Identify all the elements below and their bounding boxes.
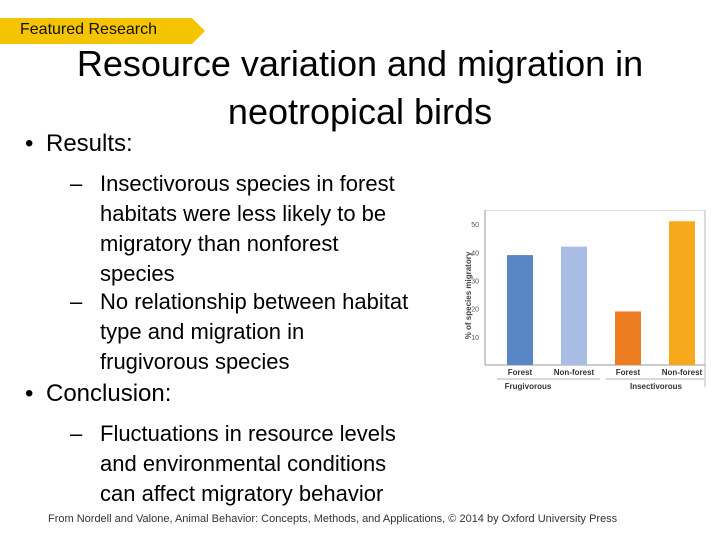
x-tick-label: Non-forest xyxy=(662,368,703,377)
x-tick-label: Forest xyxy=(508,368,533,377)
bar-4 xyxy=(669,221,695,365)
bar-1 xyxy=(507,255,533,365)
bar-3 xyxy=(615,311,641,365)
results-point-2: – No relationship between habitat type a… xyxy=(70,287,409,377)
y-axis-label: % of species migratory xyxy=(464,251,473,339)
y-tick-label: 50 xyxy=(471,222,479,229)
text-line: Fluctuations in resource levels xyxy=(100,421,396,446)
text-line: frugivorous species xyxy=(100,349,290,374)
group-label-frugivorous: Frugivorous xyxy=(505,382,552,391)
y-tick-label: 10 xyxy=(471,335,479,342)
title-line-1: Resource variation and migration in xyxy=(76,43,644,84)
group-label-insectivorous: Insectivorous xyxy=(630,382,683,391)
bullet-icon: • xyxy=(25,130,34,157)
text-line: type and migration in xyxy=(100,319,305,344)
text-line: habitats were less likely to be xyxy=(100,201,387,226)
y-tick-label: 40 xyxy=(471,250,479,257)
x-tick-label: Non-forest xyxy=(554,368,595,377)
source-citation: From Nordell and Valone, Animal Behavior… xyxy=(48,513,618,525)
title-line-2: neotropical birds xyxy=(227,91,493,132)
results-point-1: – Insectivorous species in forest habita… xyxy=(70,169,395,289)
migration-bar-chart: 10 20 30 40 50 % of species migratory Forest No… xyxy=(464,210,706,391)
banner-label: Featured Research xyxy=(20,21,157,38)
x-tick-label: Forest xyxy=(616,368,641,377)
dash-icon: – xyxy=(70,421,83,446)
bar-2 xyxy=(561,246,587,365)
text-line: and environmental conditions xyxy=(100,451,387,476)
dash-icon: – xyxy=(70,289,83,314)
slide-title: Resource variation and migration in neot… xyxy=(20,40,700,136)
text-line: No relationship between habitat xyxy=(100,289,409,314)
conclusion-heading: • Conclusion: xyxy=(25,380,172,408)
text-line: migratory than nonforest xyxy=(100,231,339,256)
conclusion-heading-text: Conclusion: xyxy=(46,380,172,407)
results-heading-text: Results: xyxy=(46,130,133,157)
conclusion-point-1: – Fluctuations in resource levels and en… xyxy=(70,419,396,509)
text-line: can affect migratory behavior xyxy=(100,481,384,506)
y-tick-label: 20 xyxy=(471,307,479,314)
results-heading: • Results: xyxy=(25,130,133,158)
text-line: Insectivorous species in forest xyxy=(100,171,395,196)
y-tick-label: 30 xyxy=(471,278,479,285)
text-line: species xyxy=(100,261,175,286)
featured-research-banner: Featured Research xyxy=(0,18,205,44)
dash-icon: – xyxy=(70,171,83,196)
bullet-icon: • xyxy=(25,380,34,407)
